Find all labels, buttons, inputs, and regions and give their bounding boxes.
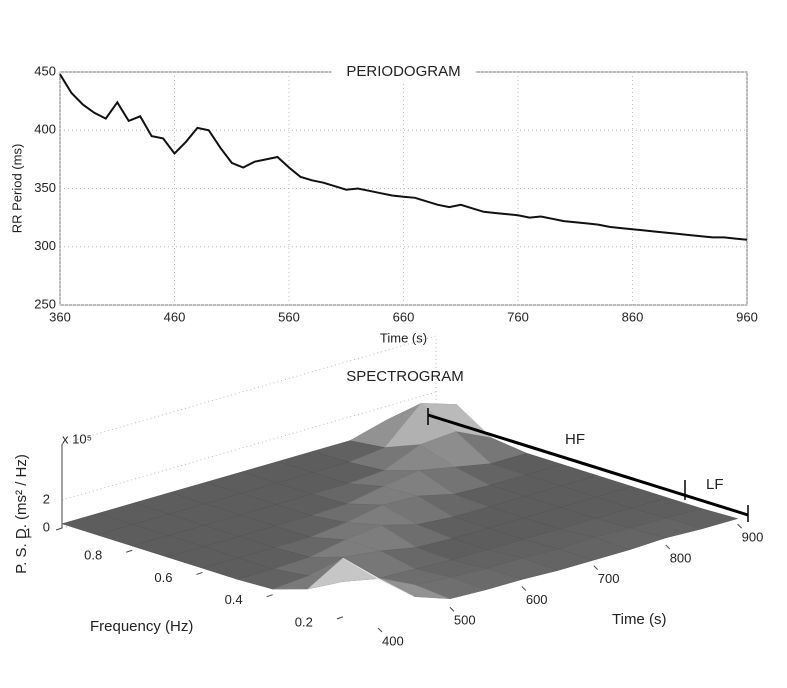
- y-tick-label: 0.4: [225, 592, 243, 607]
- y-tick: [126, 549, 133, 553]
- y-tick-label: 400: [34, 122, 56, 137]
- x-tick: [665, 544, 671, 550]
- frame-line: [61, 335, 437, 445]
- x-axis-label: Time (s): [612, 611, 666, 628]
- x-tick-label: 560: [278, 309, 300, 324]
- x-tick-label: 500: [454, 613, 476, 628]
- z-multiplier: x 10⁵: [62, 431, 92, 446]
- band-line: [427, 413, 749, 517]
- x-tick: [737, 523, 742, 529]
- rr-line: [59, 73, 748, 241]
- chart-title: SPECTROGRAM: [346, 368, 464, 385]
- x-axis-label: Time (s): [380, 330, 427, 345]
- annotation: HF: [565, 431, 585, 448]
- x-tick: [449, 606, 455, 612]
- x-tick-label: 400: [382, 633, 404, 648]
- x-tick-label: 360: [49, 309, 71, 324]
- title-bg: [331, 63, 476, 81]
- y-tick: [266, 594, 273, 598]
- z-axis-label: P. S. D. (ms² / Hz): [13, 454, 30, 574]
- y-tick-label: 0.2: [295, 614, 313, 629]
- y-axis-label: Frequency (Hz): [90, 618, 193, 635]
- z-tick-label: 0: [43, 519, 50, 534]
- y-tick-label: 300: [34, 238, 56, 253]
- y-tick-label: 0.6: [154, 570, 172, 585]
- x-tick-label: 660: [393, 309, 415, 324]
- y-tick-label: 1: [25, 525, 32, 540]
- x-tick-label: 760: [507, 309, 529, 324]
- grid-line: [61, 391, 437, 501]
- y-axis-label: RR Period (ms): [9, 144, 24, 234]
- x-tick: [377, 627, 383, 633]
- chart-title: PERIODOGRAM: [346, 63, 460, 80]
- y-tick-label: 350: [34, 180, 56, 195]
- y-tick: [196, 571, 203, 575]
- y-tick-label: 450: [34, 63, 56, 78]
- x-tick: [521, 586, 527, 591]
- x-tick-label: 860: [622, 309, 644, 324]
- y-tick-label: 0.8: [84, 548, 102, 563]
- x-tick-label: 700: [598, 571, 620, 586]
- x-tick: [593, 565, 599, 571]
- surface-cell: [342, 557, 415, 597]
- x-tick-label: 900: [742, 530, 764, 545]
- z-tick-label: 2: [43, 491, 50, 506]
- y-tick: [336, 616, 344, 620]
- x-tick-label: 960: [736, 309, 758, 324]
- x-tick-label: 460: [164, 309, 186, 324]
- x-tick-label: 600: [526, 592, 548, 607]
- x-tick-label: 800: [670, 550, 692, 565]
- annotation: LF: [706, 476, 724, 493]
- y-tick: [55, 527, 63, 531]
- y-tick-label: 250: [34, 296, 56, 311]
